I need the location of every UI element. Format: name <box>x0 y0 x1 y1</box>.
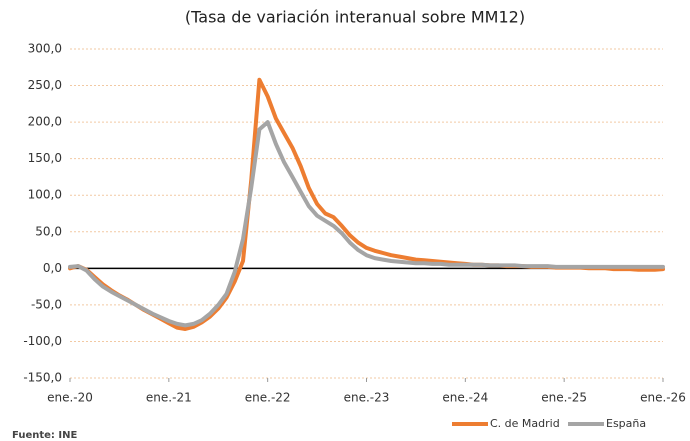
x-tick-label: ene.-26 <box>640 391 686 405</box>
x-tick-label: ene.-20 <box>47 391 93 405</box>
x-tick-label: ene.-22 <box>245 391 291 405</box>
y-tick-label: -150,0 <box>23 371 62 385</box>
y-tick-label: 200,0 <box>28 115 62 129</box>
y-tick-label: 50,0 <box>35 224 62 238</box>
y-tick-label: 100,0 <box>28 188 62 202</box>
y-tick-label: -100,0 <box>23 334 62 348</box>
y-tick-label: 250,0 <box>28 78 62 92</box>
x-tick-label: ene.-23 <box>344 391 390 405</box>
y-tick-label: 300,0 <box>28 42 62 56</box>
y-tick-label: 150,0 <box>28 151 62 165</box>
source: Fuente: INE <box>12 430 77 441</box>
legend-label: C. de Madrid <box>490 417 560 430</box>
series-line <box>68 77 665 331</box>
series-line <box>68 120 665 328</box>
chart-subtitle: (Tasa de variación interanual sobre MM12… <box>185 8 525 27</box>
y-tick-label: -50,0 <box>31 297 62 311</box>
x-tick-label: ene.-24 <box>442 391 488 405</box>
x-tick-label: ene.-25 <box>541 391 587 405</box>
y-tick-label: 0,0 <box>43 261 62 275</box>
legend-label: España <box>606 417 646 430</box>
x-tick-label: ene.-21 <box>146 391 192 405</box>
